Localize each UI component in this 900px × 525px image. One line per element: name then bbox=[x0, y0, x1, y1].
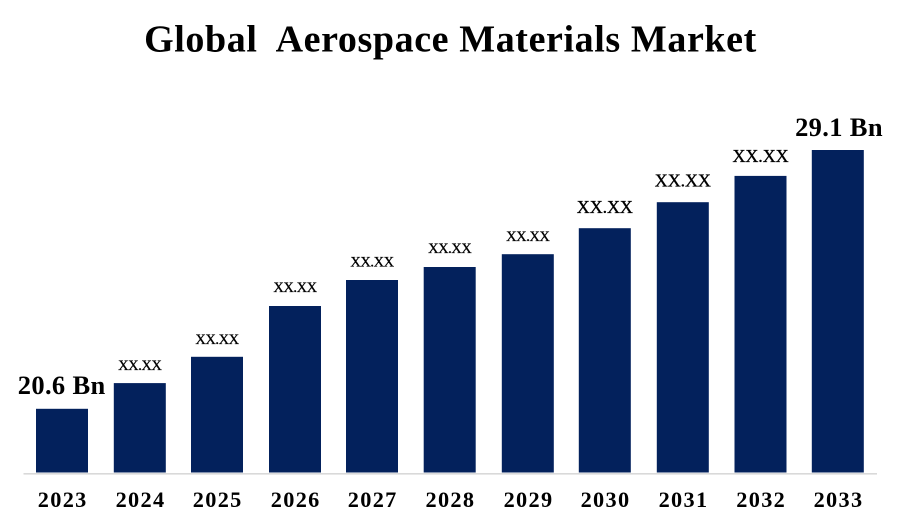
svg-text:2032: 2032 bbox=[736, 487, 786, 512]
svg-text:2033: 2033 bbox=[814, 487, 864, 512]
svg-text:2023: 2023 bbox=[38, 487, 88, 512]
svg-text:XX.XX: XX.XX bbox=[577, 197, 633, 217]
svg-text:2026: 2026 bbox=[271, 487, 321, 512]
svg-text:XX.XX: XX.XX bbox=[655, 171, 711, 191]
svg-text:XX.XX: XX.XX bbox=[195, 332, 239, 348]
svg-text:XX.XX: XX.XX bbox=[350, 254, 394, 270]
svg-text:2024: 2024 bbox=[116, 487, 166, 512]
svg-text:29.1 Bn: 29.1 Bn bbox=[795, 112, 883, 142]
svg-text:20.6 Bn: 20.6 Bn bbox=[18, 370, 106, 400]
svg-text:Global Aerospace Materials Ma: Global Aerospace Materials Market bbox=[144, 18, 757, 60]
svg-text:2030: 2030 bbox=[581, 487, 631, 512]
svg-text:XX.XX: XX.XX bbox=[118, 358, 162, 374]
svg-text:XX.XX: XX.XX bbox=[733, 146, 789, 166]
svg-text:XX.XX: XX.XX bbox=[273, 280, 317, 296]
svg-text:XX.XX: XX.XX bbox=[506, 229, 550, 245]
svg-text:XX.XX: XX.XX bbox=[428, 241, 472, 257]
svg-text:2027: 2027 bbox=[348, 487, 398, 512]
svg-text:2025: 2025 bbox=[193, 487, 243, 512]
svg-text:2031: 2031 bbox=[659, 487, 709, 512]
svg-text:2029: 2029 bbox=[504, 487, 554, 512]
svg-text:2028: 2028 bbox=[426, 487, 476, 512]
